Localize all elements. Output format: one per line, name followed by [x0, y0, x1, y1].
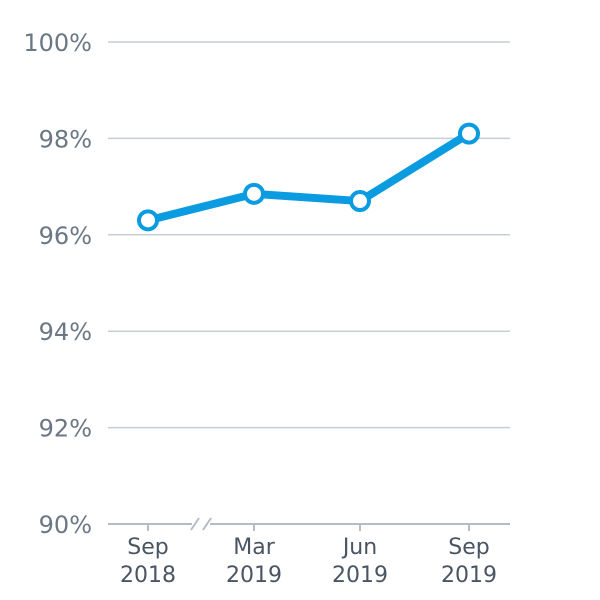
data-point [349, 190, 371, 213]
x-tick-label-year: 2019 [332, 563, 388, 588]
series-line [137, 122, 480, 232]
y-tick-label: 92% [39, 415, 92, 443]
axis-break-slash [202, 517, 212, 531]
x-tick-label-year: 2019 [226, 563, 282, 588]
data-point [458, 122, 480, 145]
series-line-path [144, 129, 473, 225]
axis-break-slash [190, 517, 200, 531]
x-tick-label-month: Sep [448, 535, 489, 560]
x-tick-label-year: 2018 [120, 563, 176, 588]
axis-break-gap [192, 519, 210, 529]
x-axis: Sep 2018 Mar 2019 Jun 2019 Sep 2019 [108, 517, 510, 588]
x-tick-label-month: Sep [127, 535, 168, 560]
axis-break-marker [190, 517, 212, 531]
gridlines [108, 41, 510, 429]
y-tick-label: 90% [39, 511, 92, 539]
y-tick-label: 96% [39, 222, 92, 250]
x-tick-label-year: 2019 [441, 563, 497, 588]
y-tick-label: 100% [23, 29, 92, 57]
y-axis-tick-labels: 90% 92% 94% 96% 98% 100% [23, 29, 92, 539]
y-tick-label: 98% [39, 125, 92, 153]
data-point [243, 182, 265, 205]
data-point [137, 209, 159, 232]
x-tick-label-month: Mar [233, 535, 275, 560]
x-tick-label-month: Jun [341, 535, 377, 560]
y-tick-label: 94% [39, 318, 92, 346]
